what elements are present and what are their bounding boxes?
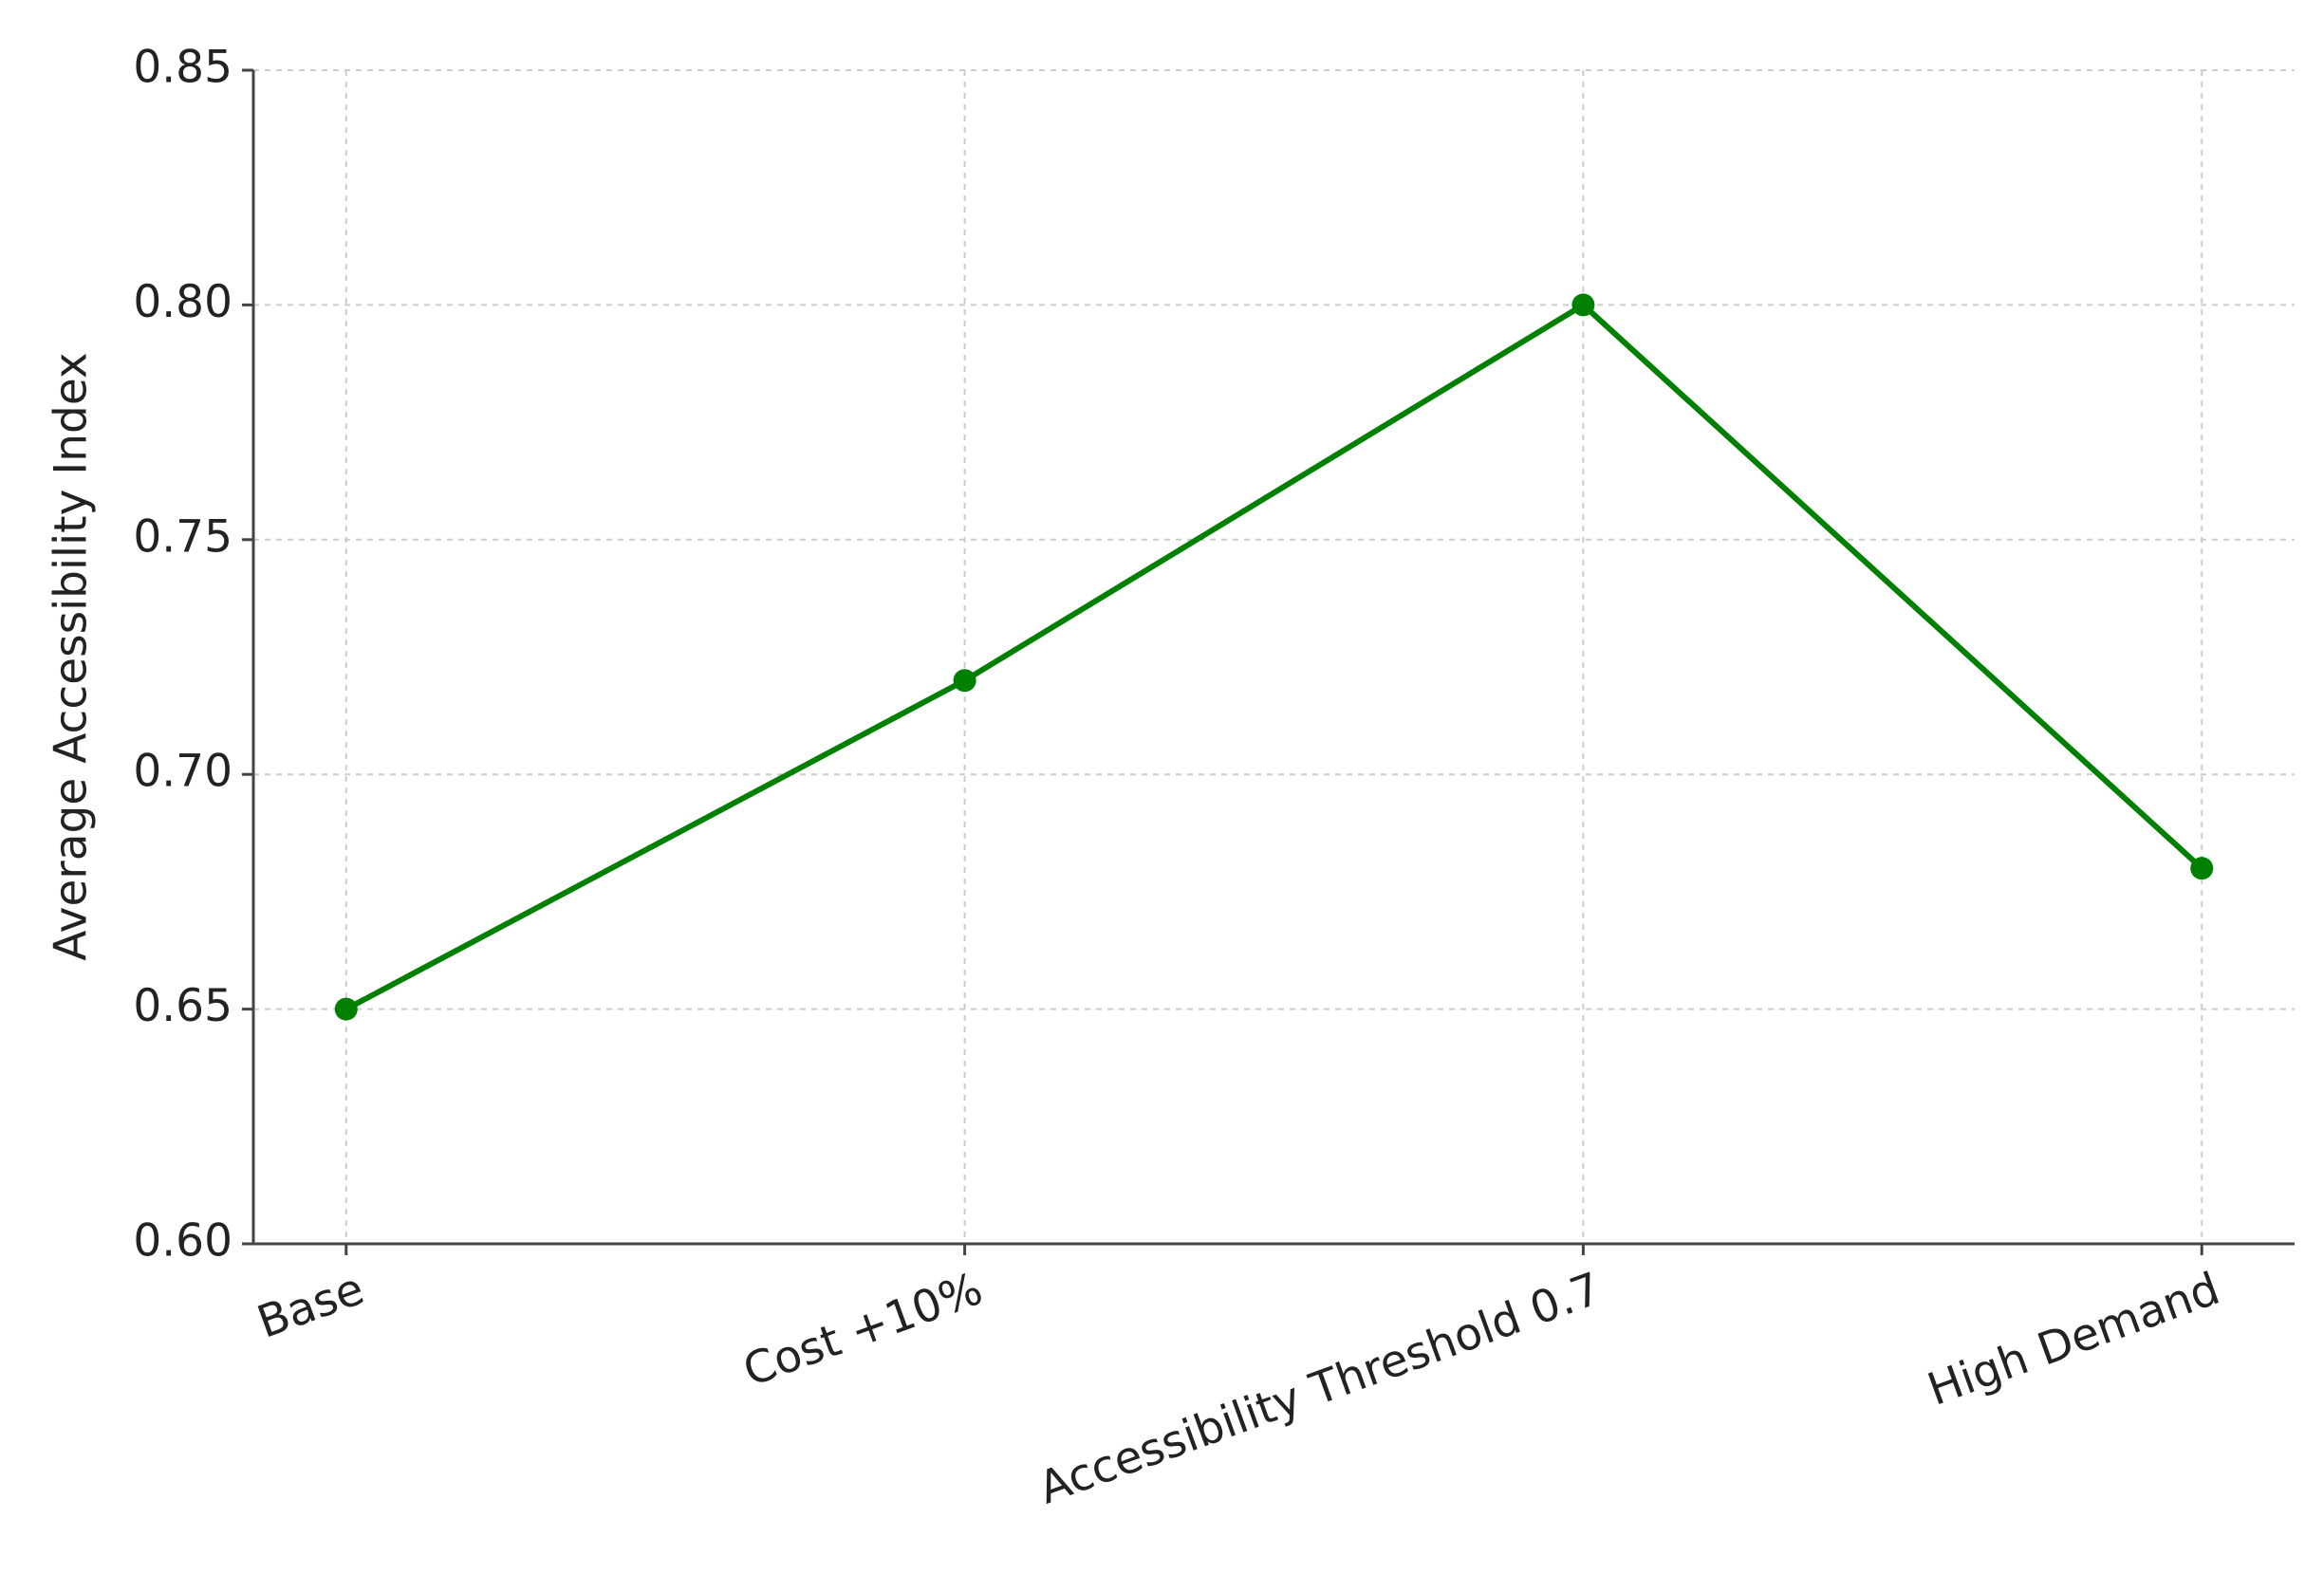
- y-tick-label: 0.80: [133, 276, 232, 328]
- y-tick-label: 0.75: [133, 510, 232, 563]
- point: [334, 997, 358, 1021]
- y-tick-label: 0.65: [133, 980, 232, 1032]
- point: [953, 669, 976, 693]
- x-tick-label: Cost +10%: [736, 1263, 989, 1398]
- x-tick-label: High Demand: [1921, 1263, 2226, 1417]
- y-tick-label: 0.85: [133, 42, 232, 94]
- line: [344, 301, 2204, 1012]
- y-tick-label: 0.70: [133, 746, 232, 798]
- y-axis-label: Average Accessibility Index: [46, 352, 98, 960]
- point: [2190, 857, 2214, 880]
- x-tick-label: Base: [251, 1263, 370, 1349]
- x-tick-label: Accessibility Threshold 0.7: [1032, 1263, 1608, 1515]
- y-tick-label: 0.60: [133, 1215, 232, 1268]
- point: [1571, 293, 1595, 317]
